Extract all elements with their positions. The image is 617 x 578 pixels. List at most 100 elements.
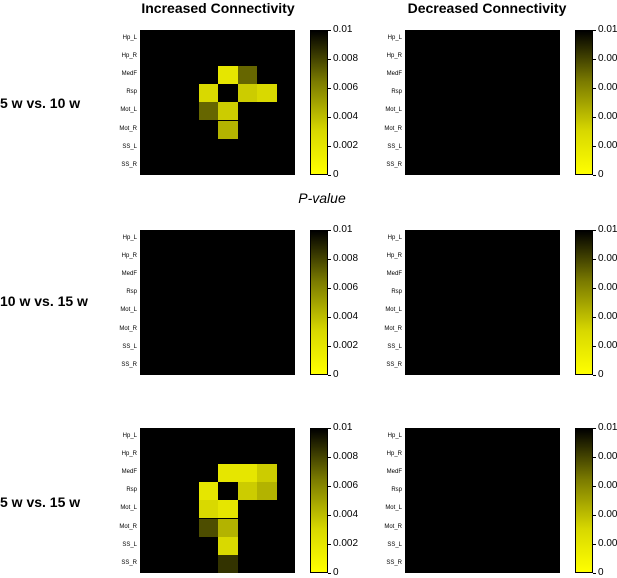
colorbar-tick-label: 0.01 <box>598 224 617 235</box>
colorbar-tick-label: 0.01 <box>333 422 353 433</box>
row-label-10w-15w: 10 w vs. 15 w <box>0 293 88 309</box>
colorbar-tick <box>593 428 596 429</box>
heatmap-grid <box>140 428 295 573</box>
colorbar-tick-label: 0 <box>333 369 339 380</box>
heatmap-panel: Hp_L Hp_R MedF Rsp Mot_L Mot_R SS_L SS_R 0.01 0.0… <box>100 422 358 578</box>
colorbar-tick <box>328 428 331 429</box>
colorbar-tick <box>593 288 596 289</box>
colorbar-tick-label: 0.008 <box>333 53 359 64</box>
y-tick-label: Mot_R <box>119 325 137 332</box>
y-tick-label: SS_L <box>387 343 402 350</box>
colorbar-tick-label: 0 <box>598 567 604 578</box>
y-tick-label: SS_L <box>122 343 137 350</box>
colorbar-tick <box>328 544 331 545</box>
heatmap-cell <box>257 482 277 501</box>
heatmap-grid <box>405 30 560 175</box>
colorbar-tick <box>328 146 331 147</box>
y-tick-label: MedF <box>386 271 402 278</box>
colorbar-tick <box>593 259 596 260</box>
colorbar-tick-label: 0.006 <box>333 82 359 93</box>
y-tick-label: SS_L <box>387 541 402 548</box>
colorbar <box>575 230 593 375</box>
y-tick-label: Mot_R <box>119 523 137 530</box>
colorbar-tick <box>593 30 596 31</box>
colorbar <box>310 428 328 573</box>
column-title-increased: Increased Connectivity <box>141 0 295 16</box>
heatmap-panel: Hp_L Hp_R MedF Rsp Mot_L Mot_R SS_L SS_R 0.01 0.0… <box>365 422 617 578</box>
colorbar-tick <box>593 117 596 118</box>
heatmap-panel: Hp_L Hp_R MedF Rsp Mot_L Mot_R SS_L SS_R 0.01 0.0… <box>100 224 358 380</box>
colorbar-tick <box>328 317 331 318</box>
colorbar-tick <box>593 146 596 147</box>
heatmap-grid <box>405 428 560 573</box>
colorbar-tick-label: 0.01 <box>333 24 353 35</box>
y-tick-label: Mot_L <box>385 505 402 512</box>
heatmap-cell <box>218 120 238 139</box>
heatmap-panel: Hp_L Hp_R MedF Rsp Mot_L Mot_R SS_L SS_R 0.01 0.0… <box>365 224 617 380</box>
y-tick-label: Hp_L <box>122 35 137 42</box>
y-tick-label: Hp_R <box>386 451 402 458</box>
colorbar <box>310 230 328 375</box>
colorbar-tick <box>593 346 596 347</box>
colorbar-tick-label: 0.008 <box>333 253 359 264</box>
colorbar-tick <box>328 573 331 574</box>
y-tick-label: SS_L <box>387 143 402 150</box>
heatmap-grid <box>140 230 295 375</box>
y-tick-label: Hp_R <box>121 53 137 60</box>
colorbar-gradient <box>310 428 328 573</box>
colorbar-tick <box>593 59 596 60</box>
heatmap-cell <box>237 66 257 85</box>
colorbar-tick-label: 0.002 <box>598 140 617 151</box>
heatmap-cell <box>198 518 218 537</box>
colorbar-tick-label: 0.004 <box>598 111 617 122</box>
y-tick-label: Hp_R <box>386 53 402 60</box>
heatmap-cell <box>237 464 257 483</box>
p-value-label: P-value <box>298 190 346 206</box>
y-tick-label: Mot_R <box>384 125 402 132</box>
y-tick-label: SS_R <box>386 559 402 566</box>
colorbar-tick-label: 0 <box>333 567 339 578</box>
heatmap-grid <box>140 30 295 175</box>
heatmap-cell <box>237 84 257 103</box>
colorbar-tick-label: 0.01 <box>598 24 617 35</box>
colorbar-tick-label: 0 <box>598 169 604 180</box>
colorbar-tick <box>328 457 331 458</box>
colorbar-tick-label: 0.01 <box>333 224 353 235</box>
colorbar-tick-label: 0.004 <box>333 111 359 122</box>
colorbar-tick <box>328 288 331 289</box>
colorbar-tick <box>328 117 331 118</box>
colorbar-tick <box>328 230 331 231</box>
colorbar-tick-label: 0.002 <box>333 538 359 549</box>
heatmap-cell <box>257 464 277 483</box>
heatmap-panel: Hp_L Hp_R MedF Rsp Mot_L Mot_R SS_L SS_R 0.01 0.0… <box>365 24 617 180</box>
colorbar-tick-label: 0.008 <box>598 451 617 462</box>
y-tick-label: Hp_L <box>122 433 137 440</box>
heatmap-cell <box>218 66 238 85</box>
heatmap-grid <box>405 230 560 375</box>
colorbar-tick <box>593 175 596 176</box>
y-tick-label: MedF <box>121 271 137 278</box>
y-tick-label: Hp_L <box>387 235 402 242</box>
y-tick-label: Mot_L <box>120 107 137 114</box>
colorbar-tick-label: 0.01 <box>598 422 617 433</box>
y-tick-label: Mot_L <box>120 505 137 512</box>
colorbar-tick-label: 0 <box>333 169 339 180</box>
colorbar-tick <box>593 515 596 516</box>
colorbar <box>575 30 593 175</box>
heatmap-cell <box>237 482 257 501</box>
y-tick-label: SS_R <box>121 361 137 368</box>
heatmap-cell <box>218 464 238 483</box>
row-label-5w-10w: 5 w vs. 10 w <box>0 95 81 111</box>
colorbar-tick <box>593 317 596 318</box>
y-tick-label: Mot_R <box>384 523 402 530</box>
colorbar-tick <box>593 457 596 458</box>
colorbar-tick <box>593 573 596 574</box>
colorbar-gradient <box>310 30 328 175</box>
colorbar-tick-label: 0.002 <box>333 340 359 351</box>
colorbar-tick-label: 0 <box>598 369 604 380</box>
colorbar-tick-label: 0.006 <box>598 282 617 293</box>
colorbar-tick-label: 0.004 <box>598 509 617 520</box>
colorbar-tick-label: 0.008 <box>598 53 617 64</box>
row-label-5w-15w: 5 w vs. 15 w <box>0 494 81 510</box>
colorbar-tick-label: 0.006 <box>333 480 359 491</box>
